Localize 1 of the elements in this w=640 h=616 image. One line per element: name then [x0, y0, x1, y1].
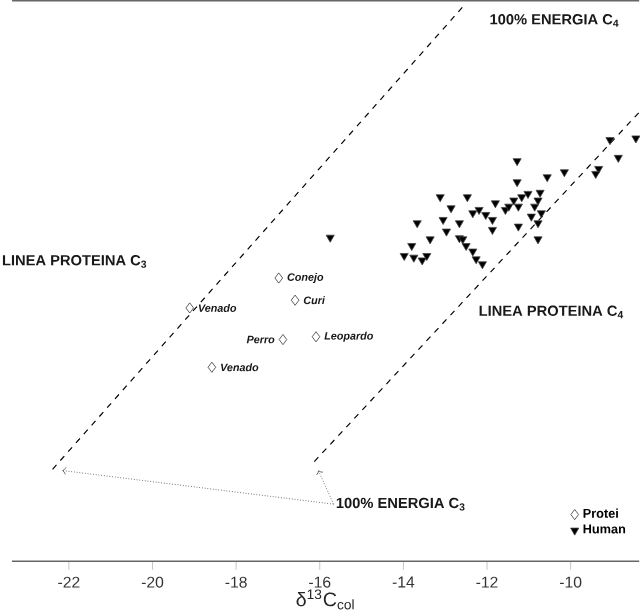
x-axis-title: δ$^{13}$C$_{col}$ [296, 589, 354, 610]
